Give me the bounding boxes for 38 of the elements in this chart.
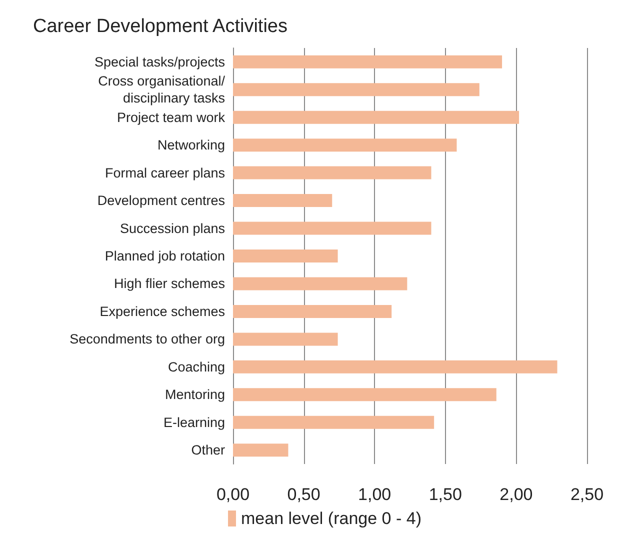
x-tick-label: 1,50 (428, 485, 462, 504)
bar (233, 416, 434, 429)
x-tick-label: 0,50 (287, 485, 320, 504)
bar (233, 304, 392, 318)
bar (233, 222, 432, 235)
y-tick-label: Cross organisational/ disciplinary tasks (98, 74, 226, 106)
bar (233, 110, 520, 124)
y-tick-label: E-learning (163, 414, 225, 430)
y-tick-label: Experience schemes (100, 304, 226, 319)
y-tick-label: Formal career plans (104, 165, 226, 180)
bar (233, 250, 338, 262)
y-tick-label: Development centres (97, 193, 226, 208)
bar (233, 444, 288, 457)
chart-title: Career Development Activities (33, 16, 288, 37)
bar (233, 388, 496, 402)
y-tick-label: Project team work (116, 110, 226, 125)
y-tick-label: Special tasks/projects (94, 54, 226, 70)
y-tick-label: Other (191, 442, 226, 458)
bar (233, 332, 338, 346)
y-tick-label: High flier schemes (114, 276, 226, 292)
bar (233, 138, 457, 152)
y-tick-label: Coaching (168, 359, 225, 374)
y-tick-label: Mentoring (164, 387, 225, 402)
bar (233, 194, 332, 208)
bar (233, 360, 558, 374)
x-tick-label: 2,50 (570, 485, 604, 504)
y-tick-label: Networking (157, 138, 225, 153)
x-tick-label: 1,00 (358, 485, 392, 504)
bar (233, 55, 502, 68)
y-tick-label: Succession plans (120, 220, 226, 236)
y-tick-label: Secondments to other org (70, 332, 225, 347)
bar (233, 277, 408, 290)
legend-label: mean level (range 0 - 4) (241, 509, 422, 528)
y-tick-label: Planned job rotation (104, 248, 225, 264)
bar (233, 166, 432, 180)
x-tick-label: 0,00 (216, 485, 250, 504)
bar (233, 83, 480, 96)
x-tick-label: 2,00 (500, 485, 533, 504)
